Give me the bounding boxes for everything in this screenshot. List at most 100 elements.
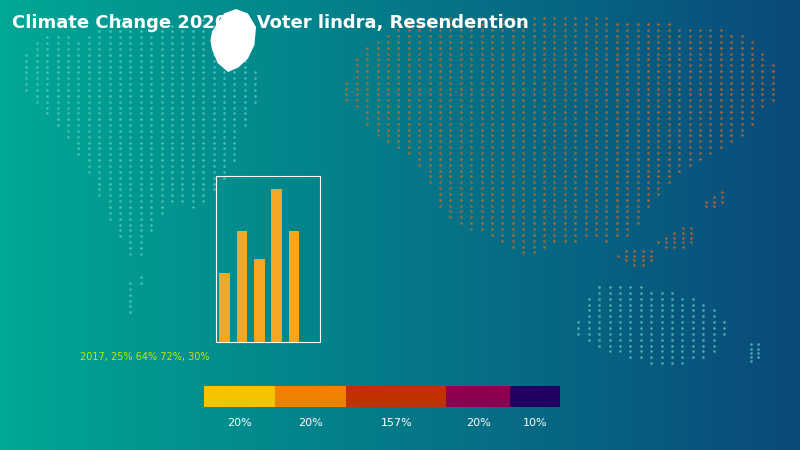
FancyBboxPatch shape xyxy=(254,259,265,342)
Point xyxy=(636,248,649,255)
Point xyxy=(631,161,644,168)
Point xyxy=(558,149,571,157)
Point xyxy=(402,21,415,28)
Point xyxy=(694,50,706,57)
Point xyxy=(413,155,426,162)
Point xyxy=(621,202,634,209)
Point xyxy=(371,132,384,139)
Point xyxy=(166,28,178,35)
Point xyxy=(725,108,738,116)
Point xyxy=(527,249,540,256)
Point xyxy=(517,249,530,256)
Point xyxy=(62,92,74,99)
Point xyxy=(93,63,106,70)
Point xyxy=(527,237,540,244)
Point xyxy=(423,144,436,151)
Point xyxy=(735,97,748,104)
Point xyxy=(465,208,478,215)
Point xyxy=(725,68,738,75)
Point xyxy=(506,21,519,28)
Point xyxy=(207,57,220,64)
Point xyxy=(590,73,602,81)
Point xyxy=(218,104,230,111)
Point xyxy=(41,81,54,88)
Point xyxy=(434,44,446,51)
Point xyxy=(673,144,686,151)
Point xyxy=(496,126,509,133)
Point xyxy=(579,97,592,104)
Point xyxy=(382,120,394,127)
Point xyxy=(666,330,678,338)
Point xyxy=(621,91,634,98)
Point xyxy=(72,63,85,70)
Point xyxy=(614,319,626,326)
Point xyxy=(444,190,457,198)
Point xyxy=(593,301,606,308)
Point xyxy=(686,301,699,308)
Point xyxy=(527,91,540,98)
Point xyxy=(496,68,509,75)
Point xyxy=(145,98,158,105)
Point xyxy=(186,116,199,123)
Point xyxy=(124,238,137,246)
Point xyxy=(145,122,158,129)
Point xyxy=(155,192,168,199)
Point xyxy=(704,50,717,57)
Point xyxy=(645,301,658,308)
Point xyxy=(527,97,540,104)
Point xyxy=(434,21,446,28)
Point xyxy=(496,144,509,151)
Point xyxy=(527,220,540,227)
Point xyxy=(207,139,220,146)
Point xyxy=(590,21,602,28)
Point xyxy=(103,98,116,105)
Point xyxy=(634,348,647,355)
Point xyxy=(155,16,168,23)
Point xyxy=(475,73,488,81)
Point xyxy=(579,149,592,157)
Point xyxy=(423,103,436,110)
Point xyxy=(527,225,540,233)
Point xyxy=(707,324,720,332)
Point xyxy=(444,91,457,98)
Point xyxy=(707,330,720,338)
Point xyxy=(600,15,613,22)
Point xyxy=(486,225,498,233)
Point xyxy=(475,44,488,51)
Point xyxy=(475,68,488,75)
Point xyxy=(579,56,592,63)
Point xyxy=(454,126,467,133)
Point xyxy=(134,145,147,152)
Point xyxy=(145,28,158,35)
Point xyxy=(621,73,634,81)
Point xyxy=(228,139,241,146)
Point xyxy=(41,63,54,70)
Point xyxy=(506,208,519,215)
Point xyxy=(134,133,147,140)
Point xyxy=(486,161,498,168)
Point xyxy=(486,144,498,151)
Point xyxy=(538,196,550,203)
Point xyxy=(475,126,488,133)
Point xyxy=(652,97,665,104)
Point xyxy=(475,214,488,221)
Point xyxy=(628,257,641,264)
Point xyxy=(642,44,654,51)
Point xyxy=(631,179,644,186)
Point xyxy=(506,38,519,45)
Point xyxy=(114,139,126,146)
Point xyxy=(207,104,220,111)
Point xyxy=(631,44,644,51)
Point xyxy=(714,91,727,98)
Point xyxy=(538,27,550,34)
Point xyxy=(392,97,405,104)
Point xyxy=(558,85,571,92)
Point xyxy=(134,151,147,158)
Point xyxy=(207,92,220,99)
Point xyxy=(506,103,519,110)
Point xyxy=(186,28,199,35)
Point xyxy=(176,28,189,35)
Point xyxy=(538,62,550,69)
Point xyxy=(103,63,116,70)
Point xyxy=(340,97,353,104)
